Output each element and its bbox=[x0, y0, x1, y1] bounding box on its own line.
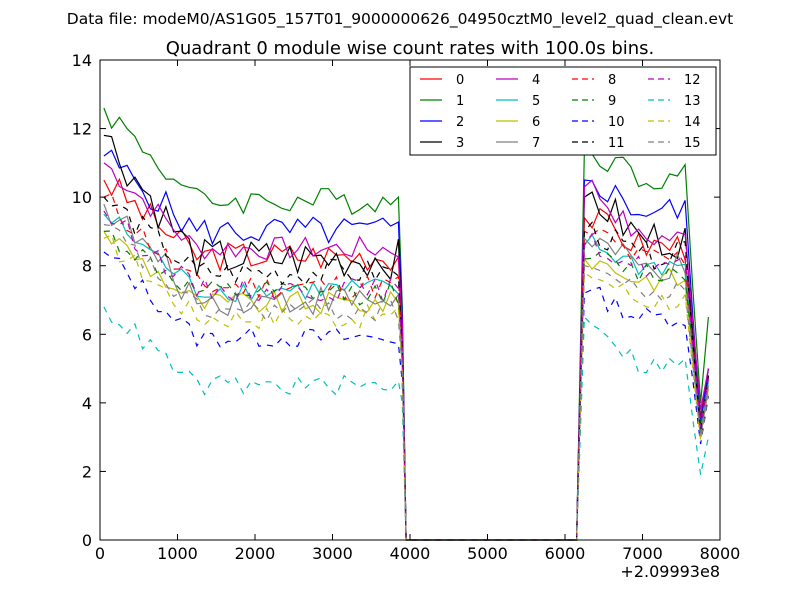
legend-label: 7 bbox=[532, 136, 540, 151]
x-tick-label: 7000 bbox=[622, 544, 663, 563]
series-line-2 bbox=[103, 149, 709, 541]
series-line-4 bbox=[103, 162, 709, 541]
x-tick-label: 2000 bbox=[235, 544, 276, 563]
series-line-7 bbox=[103, 203, 709, 541]
x-tick-label: 0 bbox=[95, 544, 105, 563]
y-tick-label: 4 bbox=[82, 394, 92, 413]
legend-label: 1 bbox=[456, 94, 464, 109]
y-tick-label: 6 bbox=[82, 325, 92, 344]
legend-label: 0 bbox=[456, 73, 464, 88]
x-axis: 0 1000 2000 3000 4000 5000 6000 7000 8000 bbox=[95, 60, 740, 563]
legend-label: 12 bbox=[684, 73, 701, 88]
plot-area bbox=[103, 107, 709, 541]
chart-title: Quadrant 0 module wise count rates with … bbox=[166, 38, 655, 59]
series-line-13 bbox=[103, 306, 709, 541]
series-line-11 bbox=[103, 196, 709, 541]
series-line-5 bbox=[103, 213, 709, 541]
series-line-15 bbox=[103, 224, 709, 541]
legend-label: 13 bbox=[684, 94, 701, 109]
series-line-14 bbox=[103, 233, 709, 541]
series-line-1 bbox=[103, 107, 709, 541]
legend-label: 15 bbox=[684, 136, 701, 151]
legend-label: 9 bbox=[608, 94, 616, 109]
legend-label: 2 bbox=[456, 115, 464, 130]
legend-label: 3 bbox=[456, 136, 464, 151]
legend-label: 10 bbox=[608, 115, 625, 130]
y-tick-label: 12 bbox=[72, 120, 92, 139]
x-tick-label: 3000 bbox=[312, 544, 353, 563]
legend-label: 8 bbox=[608, 73, 616, 88]
x-tick-label: 4000 bbox=[390, 544, 431, 563]
x-tick-label: 5000 bbox=[467, 544, 508, 563]
series-line-10 bbox=[103, 251, 709, 541]
legend-label: 11 bbox=[608, 136, 625, 151]
y-tick-label: 2 bbox=[82, 462, 92, 481]
legend-label: 14 bbox=[684, 115, 701, 130]
legend-label: 4 bbox=[532, 73, 540, 88]
x-offset-label: +2.09993e8 bbox=[620, 562, 720, 581]
y-tick-label: 14 bbox=[72, 51, 92, 70]
legend-box bbox=[409, 66, 717, 156]
y-tick-label: 8 bbox=[82, 257, 92, 276]
y-tick-label: 0 bbox=[82, 531, 92, 550]
series-line-6 bbox=[103, 231, 709, 541]
series-line-9 bbox=[103, 230, 709, 541]
x-tick-label: 8000 bbox=[700, 544, 741, 563]
y-tick-label: 10 bbox=[72, 188, 92, 207]
legend-label: 6 bbox=[532, 115, 540, 130]
series-line-8 bbox=[103, 192, 709, 541]
chart-suptitle: Data file: modeM0/AS1G05_157T01_90000006… bbox=[67, 10, 733, 29]
legend-label: 5 bbox=[532, 94, 540, 109]
series-line-3 bbox=[103, 134, 709, 541]
x-tick-label: 1000 bbox=[157, 544, 198, 563]
x-tick-label: 6000 bbox=[545, 544, 586, 563]
